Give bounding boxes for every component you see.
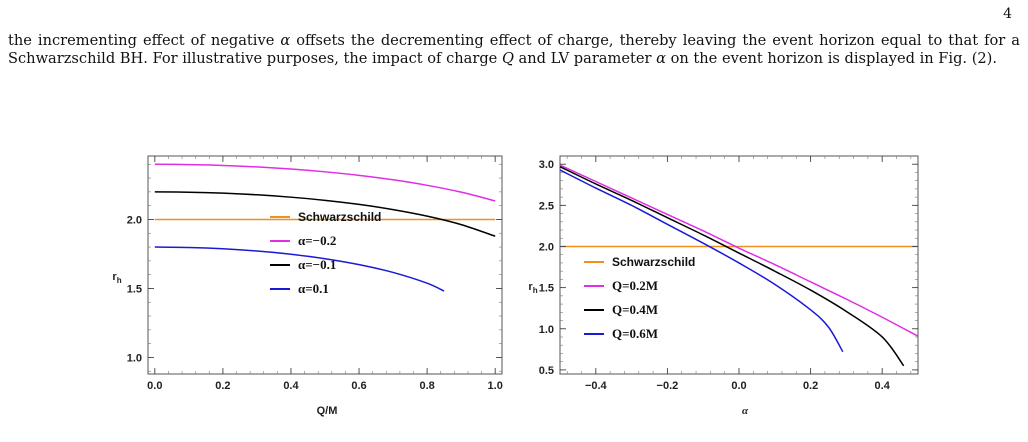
y-axis-label: rh [528, 281, 537, 295]
chart-left: 0.0 0.2 0.4 0.6 0.8 1.0 1.0 1.5 2.0 Q/M rh Schw… [112, 155, 503, 417]
x-axis: −0.4 −0.2 0.0 0.2 0.4 [566, 156, 912, 392]
x-tick-label: 0.6 [351, 380, 366, 392]
legend-label: Q=0.6M [612, 326, 658, 341]
x-axis-label: α [742, 405, 749, 417]
x-tick-label: 1.0 [488, 380, 503, 392]
series-line [559, 164, 919, 337]
x-tick-label: 0.0 [147, 380, 162, 392]
series-line [154, 246, 445, 292]
x-tick-label: 0.0 [731, 380, 746, 392]
series-line [559, 169, 844, 353]
x-tick-label: 0.2 [215, 380, 230, 392]
y-axis: 0.5 1.0 1.5 2.0 2.5 3.0 [539, 159, 918, 377]
legend: Schwarzschild α=−0.2 α=−0.1 α=0.1 [270, 210, 381, 296]
x-tick-label: 0.8 [419, 380, 434, 392]
legend-label: Q=0.2M [612, 278, 658, 293]
legend-label: Schwarzschild [612, 255, 695, 269]
y-tick-label: 0.5 [539, 365, 554, 377]
x-tick-label: −0.4 [585, 380, 608, 392]
legend-label: Q=0.4M [612, 302, 658, 317]
legend-label: α=−0.2 [298, 233, 336, 248]
page-number: 4 [1003, 6, 1012, 22]
y-tick-label: 1.5 [539, 283, 554, 295]
legend-label: α=−0.1 [298, 257, 336, 272]
x-tick-label: −0.2 [657, 380, 679, 392]
legend: Schwarzschild Q=0.2M Q=0.4M Q=0.6M [584, 255, 695, 341]
x-tick-label: 0.2 [803, 380, 818, 392]
y-axis-label: rh [112, 271, 121, 285]
legend-label: Schwarzschild [298, 210, 381, 224]
series-line [154, 191, 496, 237]
x-axis-label: Q/M [317, 405, 338, 417]
chart-right: −0.4 −0.2 0.0 0.2 0.4 0.5 1.0 1.5 2.0 2.5 3.0 α r… [528, 155, 919, 417]
x-axis: 0.0 0.2 0.4 0.6 0.8 1.0 [147, 156, 503, 392]
x-tick-label: 0.4 [875, 380, 891, 392]
x-tick-label: 0.4 [283, 380, 299, 392]
series-line [154, 163, 496, 202]
plot-area [147, 155, 503, 375]
y-tick-label: 2.0 [539, 241, 554, 253]
y-tick-label: 3.0 [539, 159, 554, 171]
body-paragraph: the incrementing effect of negative α of… [8, 32, 1020, 67]
legend-label: α=0.1 [298, 281, 329, 296]
y-tick-label: 1.0 [127, 352, 142, 364]
y-tick-label: 2.5 [539, 200, 554, 212]
y-tick-label: 1.0 [539, 324, 554, 336]
y-axis: 1.0 1.5 2.0 [127, 163, 502, 372]
y-tick-label: 1.5 [127, 283, 142, 295]
plot-frame [147, 155, 503, 375]
y-tick-label: 2.0 [127, 214, 142, 226]
series-line [559, 166, 905, 367]
